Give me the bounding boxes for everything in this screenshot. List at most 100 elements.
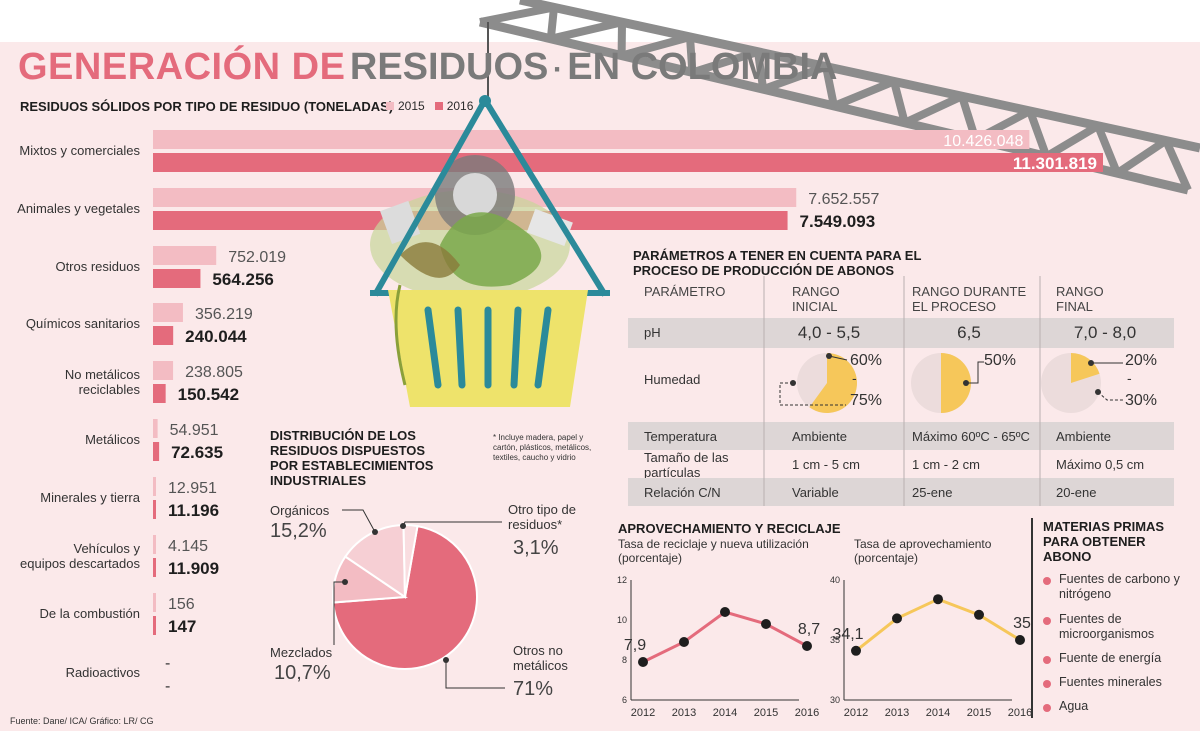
param-header-2: RANGO DURANTE EL PROCESO <box>912 284 1027 314</box>
bar-value-label: 147 <box>168 617 196 636</box>
y-tick-label: 8 <box>622 655 627 665</box>
param-durante: 25-ene <box>912 485 953 500</box>
param-header-1: RANGO INICIAL <box>792 284 840 314</box>
bar-category-label: No metálicos reciclables <box>65 367 141 397</box>
humedad-fin-a: 20% <box>1125 352 1158 369</box>
bar-category-label: De la combustión <box>40 606 140 621</box>
bar-2016 <box>153 442 160 461</box>
pie-leader-dot <box>400 523 406 529</box>
materias-item: Fuentes de microorganismos <box>1043 612 1193 651</box>
materias-item-label: Fuentes de carbono y nitrógeno <box>1059 572 1180 601</box>
bar-2015 <box>153 593 156 612</box>
data-point <box>974 609 984 620</box>
bar-value-label: 11.196 <box>168 501 219 520</box>
bar-value-label: 7.549.093 <box>800 212 876 231</box>
bar-value-label: 11.301.819 <box>1013 154 1097 173</box>
bar-category-label: Mixtos y comerciales <box>19 143 140 158</box>
humedad-leader <box>779 382 846 406</box>
param-final: Máximo 0,5 cm <box>1056 457 1145 472</box>
title-part2: RESIDUOS <box>349 46 549 88</box>
y-tick-label: 40 <box>830 575 840 585</box>
pie-chart-title: DISTRIBUCIÓN DE LOS RESIDUOS DISPUESTOS … <box>270 428 434 488</box>
params-grid <box>763 276 1041 506</box>
bar-value-label: 7.652.557 <box>808 191 879 208</box>
bar-value-label: 54.951 <box>170 422 219 439</box>
humedad-leader <box>828 355 848 361</box>
y-tick-label: 30 <box>830 695 840 705</box>
pie-label-mezclados: Mezclados <box>270 645 333 660</box>
leaves-icon <box>440 212 542 287</box>
legend-swatch-2015 <box>386 102 394 110</box>
pie-pct-organicos: 15,2% <box>270 520 327 542</box>
pie-pct-mezclados: 10,7% <box>274 662 331 684</box>
data-label: 7,9 <box>624 637 646 654</box>
param-row-tamano: Tamaño de las partículas 1 cm - 5 cm 1 c… <box>628 450 1174 480</box>
humedad-leader-dot <box>826 353 832 359</box>
bar-2016 <box>153 326 174 345</box>
materias-item-label: Agua <box>1059 699 1089 713</box>
materias-list: Fuentes de carbono y nitrógeno Fuentes d… <box>1043 572 1193 723</box>
humedad-leader <box>966 361 984 384</box>
bar-2015 <box>153 130 1030 149</box>
humedad-pie-slice <box>941 353 971 413</box>
humedad-leader <box>1097 391 1123 401</box>
bar-2015 <box>153 419 158 438</box>
line-chart-1-title: Tasa de reciclaje y nueva utilización (p… <box>618 537 809 565</box>
bar-2015 <box>153 303 183 322</box>
hook-icon <box>479 95 491 107</box>
materias-item: Fuentes minerales <box>1043 675 1193 699</box>
materias-item-label: Fuentes minerales <box>1059 675 1162 689</box>
param-inicial: 4,0 - 5,5 <box>797 323 861 342</box>
series-line <box>855 597 1021 652</box>
param-inicial: Ambiente <box>792 429 847 444</box>
bullet-icon <box>1043 656 1051 664</box>
bar-2015 <box>153 246 217 265</box>
bar-value-label: 564.256 <box>212 270 273 289</box>
x-tick-label: 2014 <box>926 707 950 719</box>
bar-value-label: 150.542 <box>178 385 239 404</box>
param-inicial: 1 cm - 5 cm <box>792 457 860 472</box>
x-tick-label: 2016 <box>1008 707 1032 719</box>
bullet-icon <box>1043 617 1051 625</box>
bar-category-label: Animales y vegetales <box>17 201 140 216</box>
line-chart-2-title: Tasa de aprovechamiento (porcentaje) <box>854 537 992 565</box>
bar-2016 <box>153 269 201 288</box>
bar-category-label: Radioactivos <box>66 665 141 680</box>
param-name: Temperatura <box>644 429 717 444</box>
param-row-relacion: Relación C/N Variable 25-ene 20-ene <box>628 478 1174 506</box>
x-tick-label: 2014 <box>713 707 737 719</box>
bar-2015 <box>153 477 156 496</box>
crane-braces <box>479 3 1192 192</box>
bar-value-label: 156 <box>168 596 195 613</box>
data-point <box>638 657 648 667</box>
bar-value-label: - <box>165 655 170 672</box>
legend-label-2015: 2015 <box>398 99 425 113</box>
x-tick-label: 2012 <box>631 707 655 719</box>
x-tick-label: 2013 <box>672 707 696 719</box>
params-grid-lines <box>763 276 1041 506</box>
materias-item-label: Fuentes de microorganismos <box>1059 612 1155 641</box>
y-tick-label: 35 <box>830 635 840 645</box>
bar-legend: 2015 2016 <box>386 99 473 113</box>
bar-value-label: 10.426.048 <box>943 133 1023 150</box>
bullet-icon <box>1043 680 1051 688</box>
data-point <box>761 619 771 629</box>
data-label: 34,1 <box>832 626 863 643</box>
data-label: 8,7 <box>798 621 820 638</box>
param-name: Relación C/N <box>644 485 721 500</box>
humedad-pie-slice <box>1071 353 1100 383</box>
bar-2016 <box>153 500 156 519</box>
pie-pct-no-metalicos: 71% <box>513 678 554 700</box>
paper-icon <box>526 208 573 247</box>
y-tick-label: 10 <box>617 615 627 625</box>
materias-divider <box>1031 518 1033 718</box>
crane-illustration <box>478 0 1200 195</box>
param-header-0: PARÁMETRO <box>644 284 726 299</box>
humedad-leader-dot <box>1095 389 1101 395</box>
param-final: 7,0 - 8,0 <box>1073 323 1137 342</box>
page-title: GENERACIÓN DE RESIDUOS · EN COLOMBIA <box>18 46 837 89</box>
